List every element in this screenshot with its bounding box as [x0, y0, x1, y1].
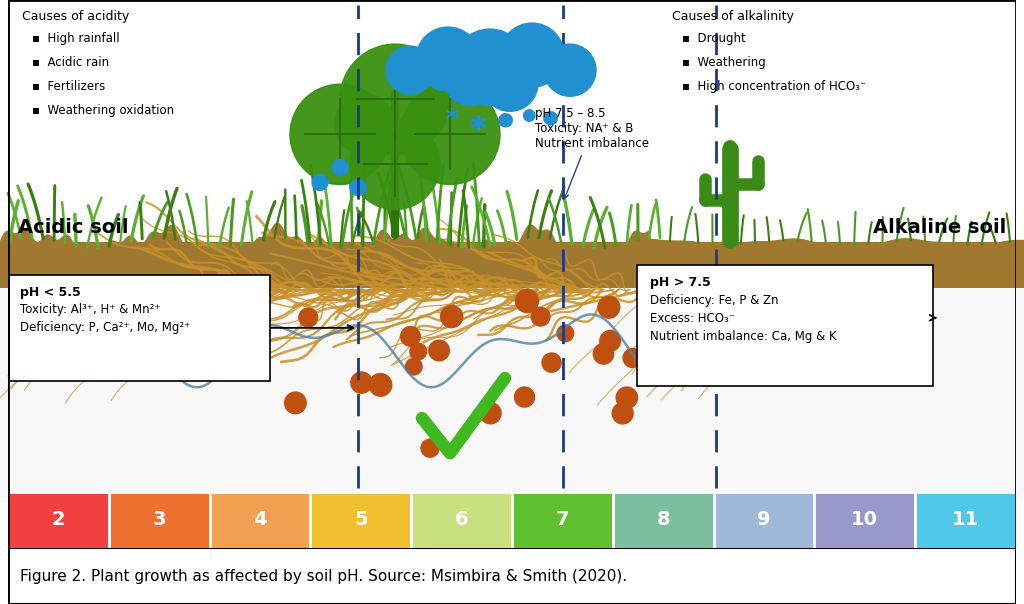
Circle shape [350, 179, 366, 196]
Text: ●: ● [521, 106, 536, 124]
Text: pH 7.5 – 8.5
Toxicity: NA⁺ & B
Nutrient imbalance: pH 7.5 – 8.5 Toxicity: NA⁺ & B Nutrient … [535, 108, 649, 199]
Text: Excess: HCO₃⁻: Excess: HCO₃⁻ [650, 312, 735, 325]
Circle shape [410, 343, 427, 360]
Text: Toxicity: Al³⁺, H⁺ & Mn²⁺: Toxicity: Al³⁺, H⁺ & Mn²⁺ [20, 303, 161, 316]
Text: *: * [445, 108, 459, 131]
Circle shape [593, 344, 613, 364]
Text: ●: ● [497, 110, 513, 129]
Circle shape [452, 29, 528, 105]
Text: ▪  Weathering oxidation: ▪ Weathering oxidation [32, 104, 174, 117]
Circle shape [429, 340, 450, 361]
Text: ▪  Weathering: ▪ Weathering [682, 56, 766, 69]
Circle shape [421, 439, 439, 457]
Circle shape [416, 27, 480, 91]
Bar [109, 492, 210, 550]
Bar [412, 492, 512, 550]
Circle shape [440, 306, 463, 327]
Text: 8: 8 [656, 510, 670, 529]
Circle shape [312, 175, 328, 190]
Text: ✱: ✱ [469, 115, 487, 135]
Circle shape [500, 23, 564, 87]
Circle shape [332, 159, 348, 175]
Text: 11: 11 [951, 510, 979, 529]
Circle shape [623, 349, 642, 367]
Text: 3: 3 [153, 510, 166, 529]
Circle shape [299, 308, 317, 327]
Circle shape [598, 297, 620, 318]
Text: ▪  Drought: ▪ Drought [682, 32, 745, 45]
Text: Soil pH: Soil pH [487, 573, 537, 586]
Text: Causes of alkalinity: Causes of alkalinity [672, 10, 794, 23]
FancyBboxPatch shape [637, 265, 933, 386]
Circle shape [515, 289, 539, 313]
Circle shape [600, 330, 621, 352]
Bar [310, 492, 412, 550]
Text: Alkaline soil: Alkaline soil [872, 218, 1006, 237]
Circle shape [340, 44, 450, 155]
FancyBboxPatch shape [9, 275, 270, 381]
Text: 10: 10 [851, 510, 879, 529]
Circle shape [444, 53, 496, 105]
Circle shape [351, 372, 372, 393]
Bar [714, 492, 814, 550]
Bar [512, 492, 612, 550]
Circle shape [557, 325, 573, 342]
Circle shape [285, 392, 306, 414]
Circle shape [400, 84, 500, 184]
Circle shape [671, 337, 687, 353]
Bar [210, 492, 310, 550]
Text: ▪  Fertilizers: ▪ Fertilizers [32, 80, 105, 93]
Circle shape [612, 403, 633, 424]
Bar [814, 492, 915, 550]
Circle shape [542, 353, 561, 372]
Circle shape [544, 44, 596, 96]
Bar [0, 288, 1024, 498]
Text: ▪  Acidic rain: ▪ Acidic rain [32, 56, 110, 69]
Text: pH < 5.5: pH < 5.5 [20, 286, 81, 299]
Circle shape [335, 94, 395, 155]
Text: pH > 7.5: pH > 7.5 [650, 275, 711, 289]
Text: Deficiency: Fe, P & Zn: Deficiency: Fe, P & Zn [650, 294, 778, 307]
Circle shape [370, 373, 392, 396]
Circle shape [350, 120, 440, 210]
Text: 2: 2 [52, 510, 66, 529]
Bar [612, 492, 714, 550]
Circle shape [386, 46, 434, 94]
FancyBboxPatch shape [8, 548, 1016, 604]
Text: Causes of acidity: Causes of acidity [22, 10, 129, 23]
Circle shape [531, 307, 550, 326]
Circle shape [290, 84, 390, 184]
Text: ▪  High concentration of HCO₃⁻: ▪ High concentration of HCO₃⁻ [682, 80, 866, 93]
Bar [0, 243, 1024, 288]
Circle shape [400, 327, 420, 346]
Bar [8, 492, 109, 550]
Text: Nutrient imbalance: Ca, Mg & K: Nutrient imbalance: Ca, Mg & K [650, 330, 837, 343]
Text: 7: 7 [556, 510, 569, 529]
Text: 6: 6 [455, 510, 468, 529]
Text: Deficiency: P, Ca²⁺, Mo, Mg²⁺: Deficiency: P, Ca²⁺, Mo, Mg²⁺ [20, 321, 190, 334]
Text: 9: 9 [757, 510, 771, 529]
Text: Acidic soil: Acidic soil [18, 218, 128, 237]
Text: 5: 5 [354, 510, 368, 529]
Circle shape [514, 387, 535, 407]
Text: Figure 2. Plant growth as affected by soil pH. Source: Msimbira & Smith (2020).: Figure 2. Plant growth as affected by so… [20, 569, 628, 583]
Circle shape [616, 387, 638, 408]
Text: ▪  High rainfall: ▪ High rainfall [32, 32, 120, 45]
Circle shape [482, 55, 538, 111]
Text: ●: ● [542, 108, 558, 127]
Circle shape [406, 358, 422, 375]
Bar [915, 492, 1016, 550]
Circle shape [480, 403, 501, 424]
Text: 4: 4 [253, 510, 267, 529]
